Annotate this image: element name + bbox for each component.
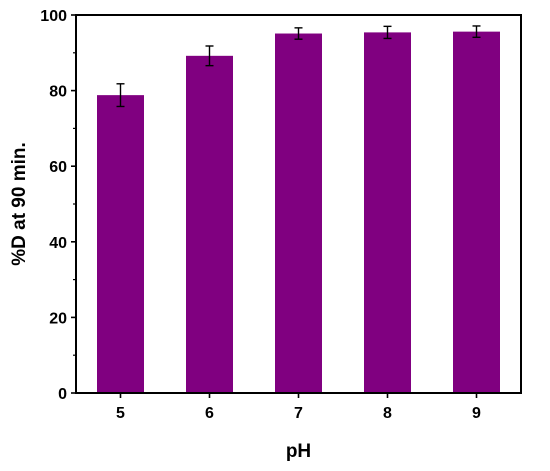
y-tick-label-20: 20 [49, 310, 67, 327]
y-axis-title: %D at 90 min. [9, 142, 30, 266]
y-tick-label-0: 0 [58, 386, 67, 403]
bar-ph-6 [186, 55, 233, 393]
y-tick-label-60: 60 [49, 159, 67, 176]
y-tick-label-100: 100 [40, 8, 67, 25]
x-tick-label-5: 5 [116, 405, 125, 422]
x-tick-label-7: 7 [294, 405, 303, 422]
error-bar-ph-9 [472, 25, 481, 39]
ticks-layer: 5 6 7 8 9 0 20 40 60 80 100 [40, 8, 481, 422]
bars-layer [97, 31, 500, 394]
error-bars-layer [116, 25, 481, 108]
error-bar-ph-6 [205, 45, 214, 67]
x-tick-label-8: 8 [383, 405, 392, 422]
bar-ph-5 [97, 95, 144, 394]
bar-ph-7 [275, 33, 322, 393]
x-axis-title: pH [286, 441, 311, 462]
x-tick-label-9: 9 [472, 405, 481, 422]
bar-ph-9 [453, 31, 500, 394]
error-bar-ph-8 [383, 25, 392, 40]
error-bar-ph-7 [294, 27, 303, 40]
error-bar-ph-5 [116, 83, 125, 108]
y-tick-label-80: 80 [49, 84, 67, 101]
y-tick-label-40: 40 [49, 235, 67, 252]
x-tick-label-6: 6 [205, 405, 214, 422]
bar-ph-8 [364, 32, 411, 393]
